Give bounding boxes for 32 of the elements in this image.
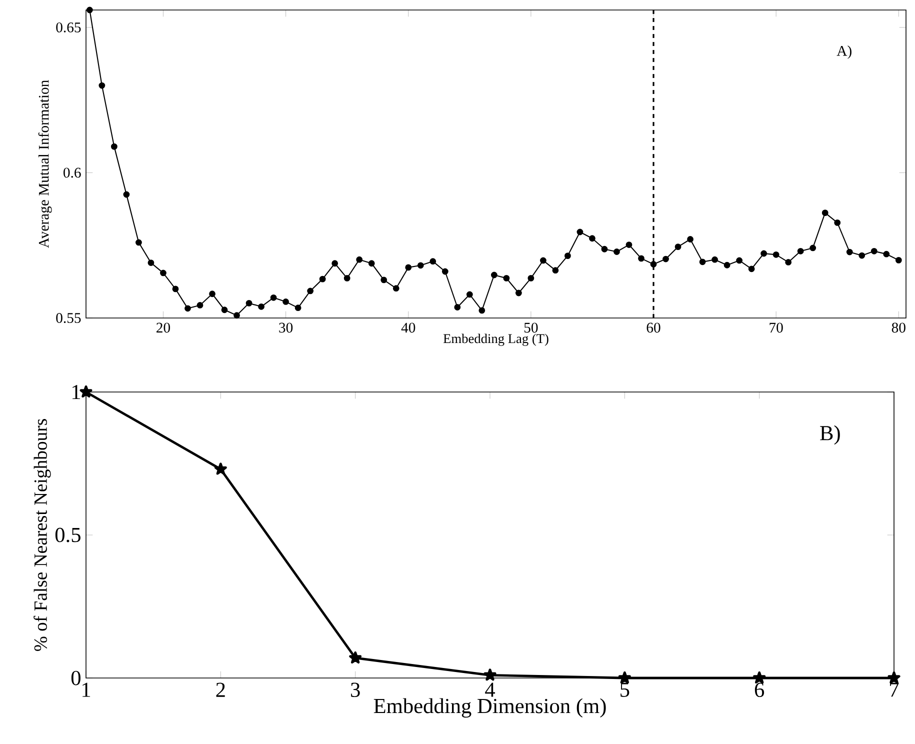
x-tick-label: 5 [620,682,630,697]
x-tick-label: 1 [82,682,90,697]
x-tick-label: 20 [156,322,170,333]
y-tick-label: 0 [71,670,80,686]
x-tick-label: 3 [351,682,360,698]
x-tick-label: 2 [216,682,225,697]
x-tick-label: 4 [485,682,495,697]
y-tick-label: 0.65 [56,22,81,32]
annotation: B) [820,425,840,445]
x-tick-label: 30 [279,322,293,333]
x-tick-label: 70 [770,322,783,333]
point [349,651,362,664]
x-axis-title: Embedding Lag (T) [443,334,548,346]
x-tick-label: 50 [524,322,538,333]
y-tick-label: 0.5 [55,528,80,542]
y-tick-label: 1 [72,384,80,400]
x-tick-label: 80 [892,322,906,333]
y-tick-label: 0.6 [64,168,81,178]
point [484,668,496,681]
y-axis-title: % of False Nearest Neighbours [34,419,51,651]
point [80,385,92,398]
x-axis-title: Embedding Dimension (m) [374,698,606,718]
point [888,671,900,684]
annotation: A) [836,46,852,59]
point [214,462,227,475]
x-tick-label: 40 [401,322,416,333]
x-tick-label: 6 [754,682,764,698]
y-tick-label: 0.55 [56,313,81,323]
point [753,671,766,684]
y-axis-title: Average Mutual Information [38,80,52,248]
x-tick-label: 60 [646,322,660,333]
point [618,671,631,684]
